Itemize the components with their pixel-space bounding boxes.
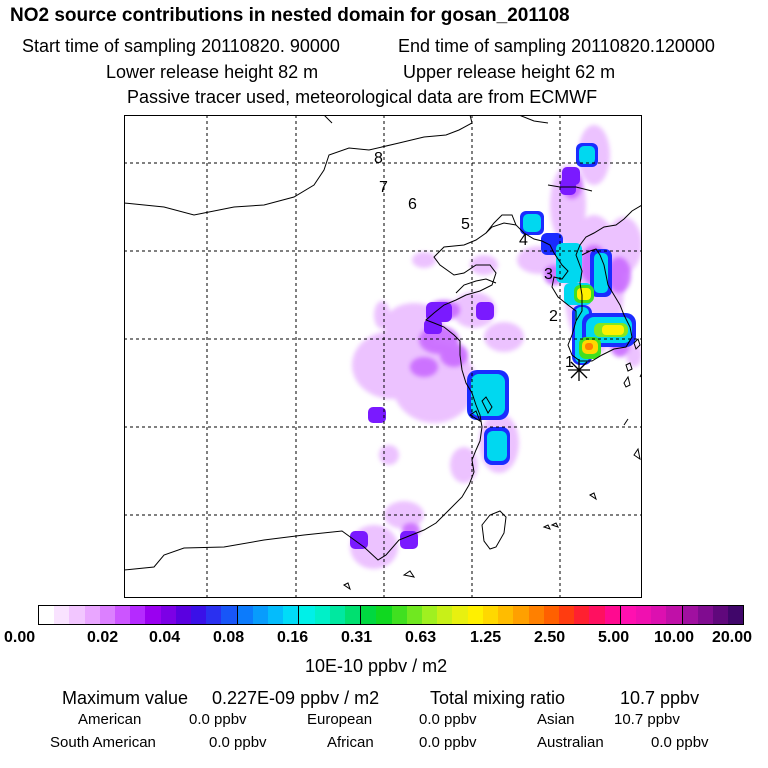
colorbar-tick-label: 10.00 [654, 629, 695, 646]
colorbar-tick-label: 20.00 [712, 629, 753, 646]
colorbar-tick-label: 0.04 [149, 629, 181, 646]
colorbar-segment [620, 606, 636, 624]
colorbar-segment [69, 606, 85, 624]
concentration-map: 1 2 3 4 5 6 7 8 [124, 115, 642, 598]
colorbar-segment [221, 606, 238, 624]
colorbar-segment [39, 606, 55, 624]
trajectory-label-1: 1 [565, 354, 574, 371]
colorbar-segment [237, 606, 253, 624]
colorbar-segment [345, 606, 362, 624]
colorbar-segment [543, 606, 559, 624]
african-label: African [327, 734, 374, 751]
south-american-value: 0.0 ppbv [209, 734, 267, 751]
map-panel: 1 2 3 4 5 6 7 8 [124, 115, 642, 598]
plot-title: NO2 source contributions in nested domai… [10, 5, 570, 26]
colorbar-segment [376, 606, 392, 624]
asian-label: Asian [537, 711, 575, 728]
colorbar-tick-label: 5.00 [598, 629, 630, 646]
colorbar-segment [437, 606, 453, 624]
australian-value: 0.0 ppbv [651, 734, 709, 751]
african-value: 0.0 ppbv [419, 734, 477, 751]
trajectory-label-7: 7 [379, 179, 388, 196]
colorbar-segment [604, 606, 621, 624]
colorbar-segment [130, 606, 146, 624]
trajectory-label-5: 5 [461, 216, 470, 233]
total-mixing-label: Total mixing ratio [430, 688, 566, 708]
australian-label: Australian [537, 734, 604, 751]
colorbar-segment [54, 606, 70, 624]
asian-value: 10.7 ppbv [614, 711, 680, 728]
american-label: American [78, 711, 142, 728]
colorbar-segment [191, 606, 207, 624]
european-label: European [307, 711, 373, 728]
colorbar-segment [160, 606, 176, 624]
trajectory-label-4: 4 [519, 232, 528, 249]
colorbar-tick-label: 2.50 [534, 629, 566, 646]
map-frame [124, 115, 642, 598]
colorbar-segment [482, 606, 499, 624]
colorbar-segment [252, 606, 269, 624]
upper-release-label: Upper release height 62 m [403, 62, 616, 82]
lat-lon-grid [124, 115, 642, 598]
colorbar-segment [422, 606, 438, 624]
colorbar-segment [175, 606, 192, 624]
end-time-label: End time of sampling 20110820.120000 [398, 36, 715, 56]
colorbar-segment [361, 606, 377, 624]
colorbar-segment [589, 606, 605, 624]
south-american-label: South American [50, 734, 156, 751]
colorbar-segment [115, 606, 131, 624]
colorbar-segment [635, 606, 652, 624]
colorbar-segment [145, 606, 161, 624]
colorbar-segment [283, 606, 300, 624]
colorbar-segment [728, 606, 744, 624]
european-value: 0.0 ppbv [419, 711, 477, 728]
colorbar-tick-label: 0.02 [87, 629, 119, 646]
trajectory-label-3: 3 [544, 266, 553, 283]
colorbar-segment [467, 606, 483, 624]
colorbar-segment [712, 606, 729, 624]
colorbar-segment [268, 606, 284, 624]
trajectory-label-2: 2 [549, 308, 558, 325]
colorbar-tick-label: 1.25 [470, 629, 502, 646]
american-value: 0.0 ppbv [189, 711, 247, 728]
colorbar-segment [682, 606, 698, 624]
colorbar-tick-label: 0.31 [341, 629, 373, 646]
colorbar-tick-label: 0.08 [213, 629, 245, 646]
colorbar-segment [558, 606, 575, 624]
total-mixing-value: 10.7 ppbv [620, 688, 700, 708]
trajectory-labels: 1 2 3 4 5 6 7 8 [374, 150, 574, 371]
colorbar-segment [651, 606, 667, 624]
colorbar-segment [206, 606, 222, 624]
colorbar-segment [329, 606, 346, 624]
colorbar-segment [84, 606, 100, 624]
colorbar-segment [452, 606, 468, 624]
colorbar-segment [498, 606, 514, 624]
max-value: 0.227E-09 ppbv / m2 [212, 688, 380, 708]
colorbar-segment [697, 606, 713, 624]
colorbar-tick-label: 0.63 [405, 629, 437, 646]
lower-release-label: Lower release height 82 m [106, 62, 319, 82]
coastline-lines [124, 115, 642, 591]
start-time-label: Start time of sampling 20110820. 90000 [22, 36, 340, 56]
trajectory-label-6: 6 [408, 196, 417, 213]
colorbar-segment [406, 606, 423, 624]
colorbar-segment [528, 606, 544, 624]
colorbar-segment [314, 606, 330, 624]
colorbar [38, 605, 744, 625]
colorbar-segment [574, 606, 590, 624]
colorbar-tick-label: 0.16 [277, 629, 309, 646]
colorbar-units: 10E-10 ppbv / m2 [305, 656, 448, 676]
colorbar-segment [391, 606, 407, 624]
colorbar-segment [99, 606, 116, 624]
tracer-note: Passive tracer used, meteorological data… [127, 87, 598, 107]
colorbar-segment [666, 606, 683, 624]
max-value-label: Maximum value [62, 688, 189, 708]
colorbar-segment [513, 606, 529, 624]
asterisk-icon [568, 359, 590, 381]
colorbar-segment [299, 606, 315, 624]
colorbar-tick-label: 0.00 [4, 629, 36, 646]
trajectory-label-8: 8 [374, 150, 383, 167]
